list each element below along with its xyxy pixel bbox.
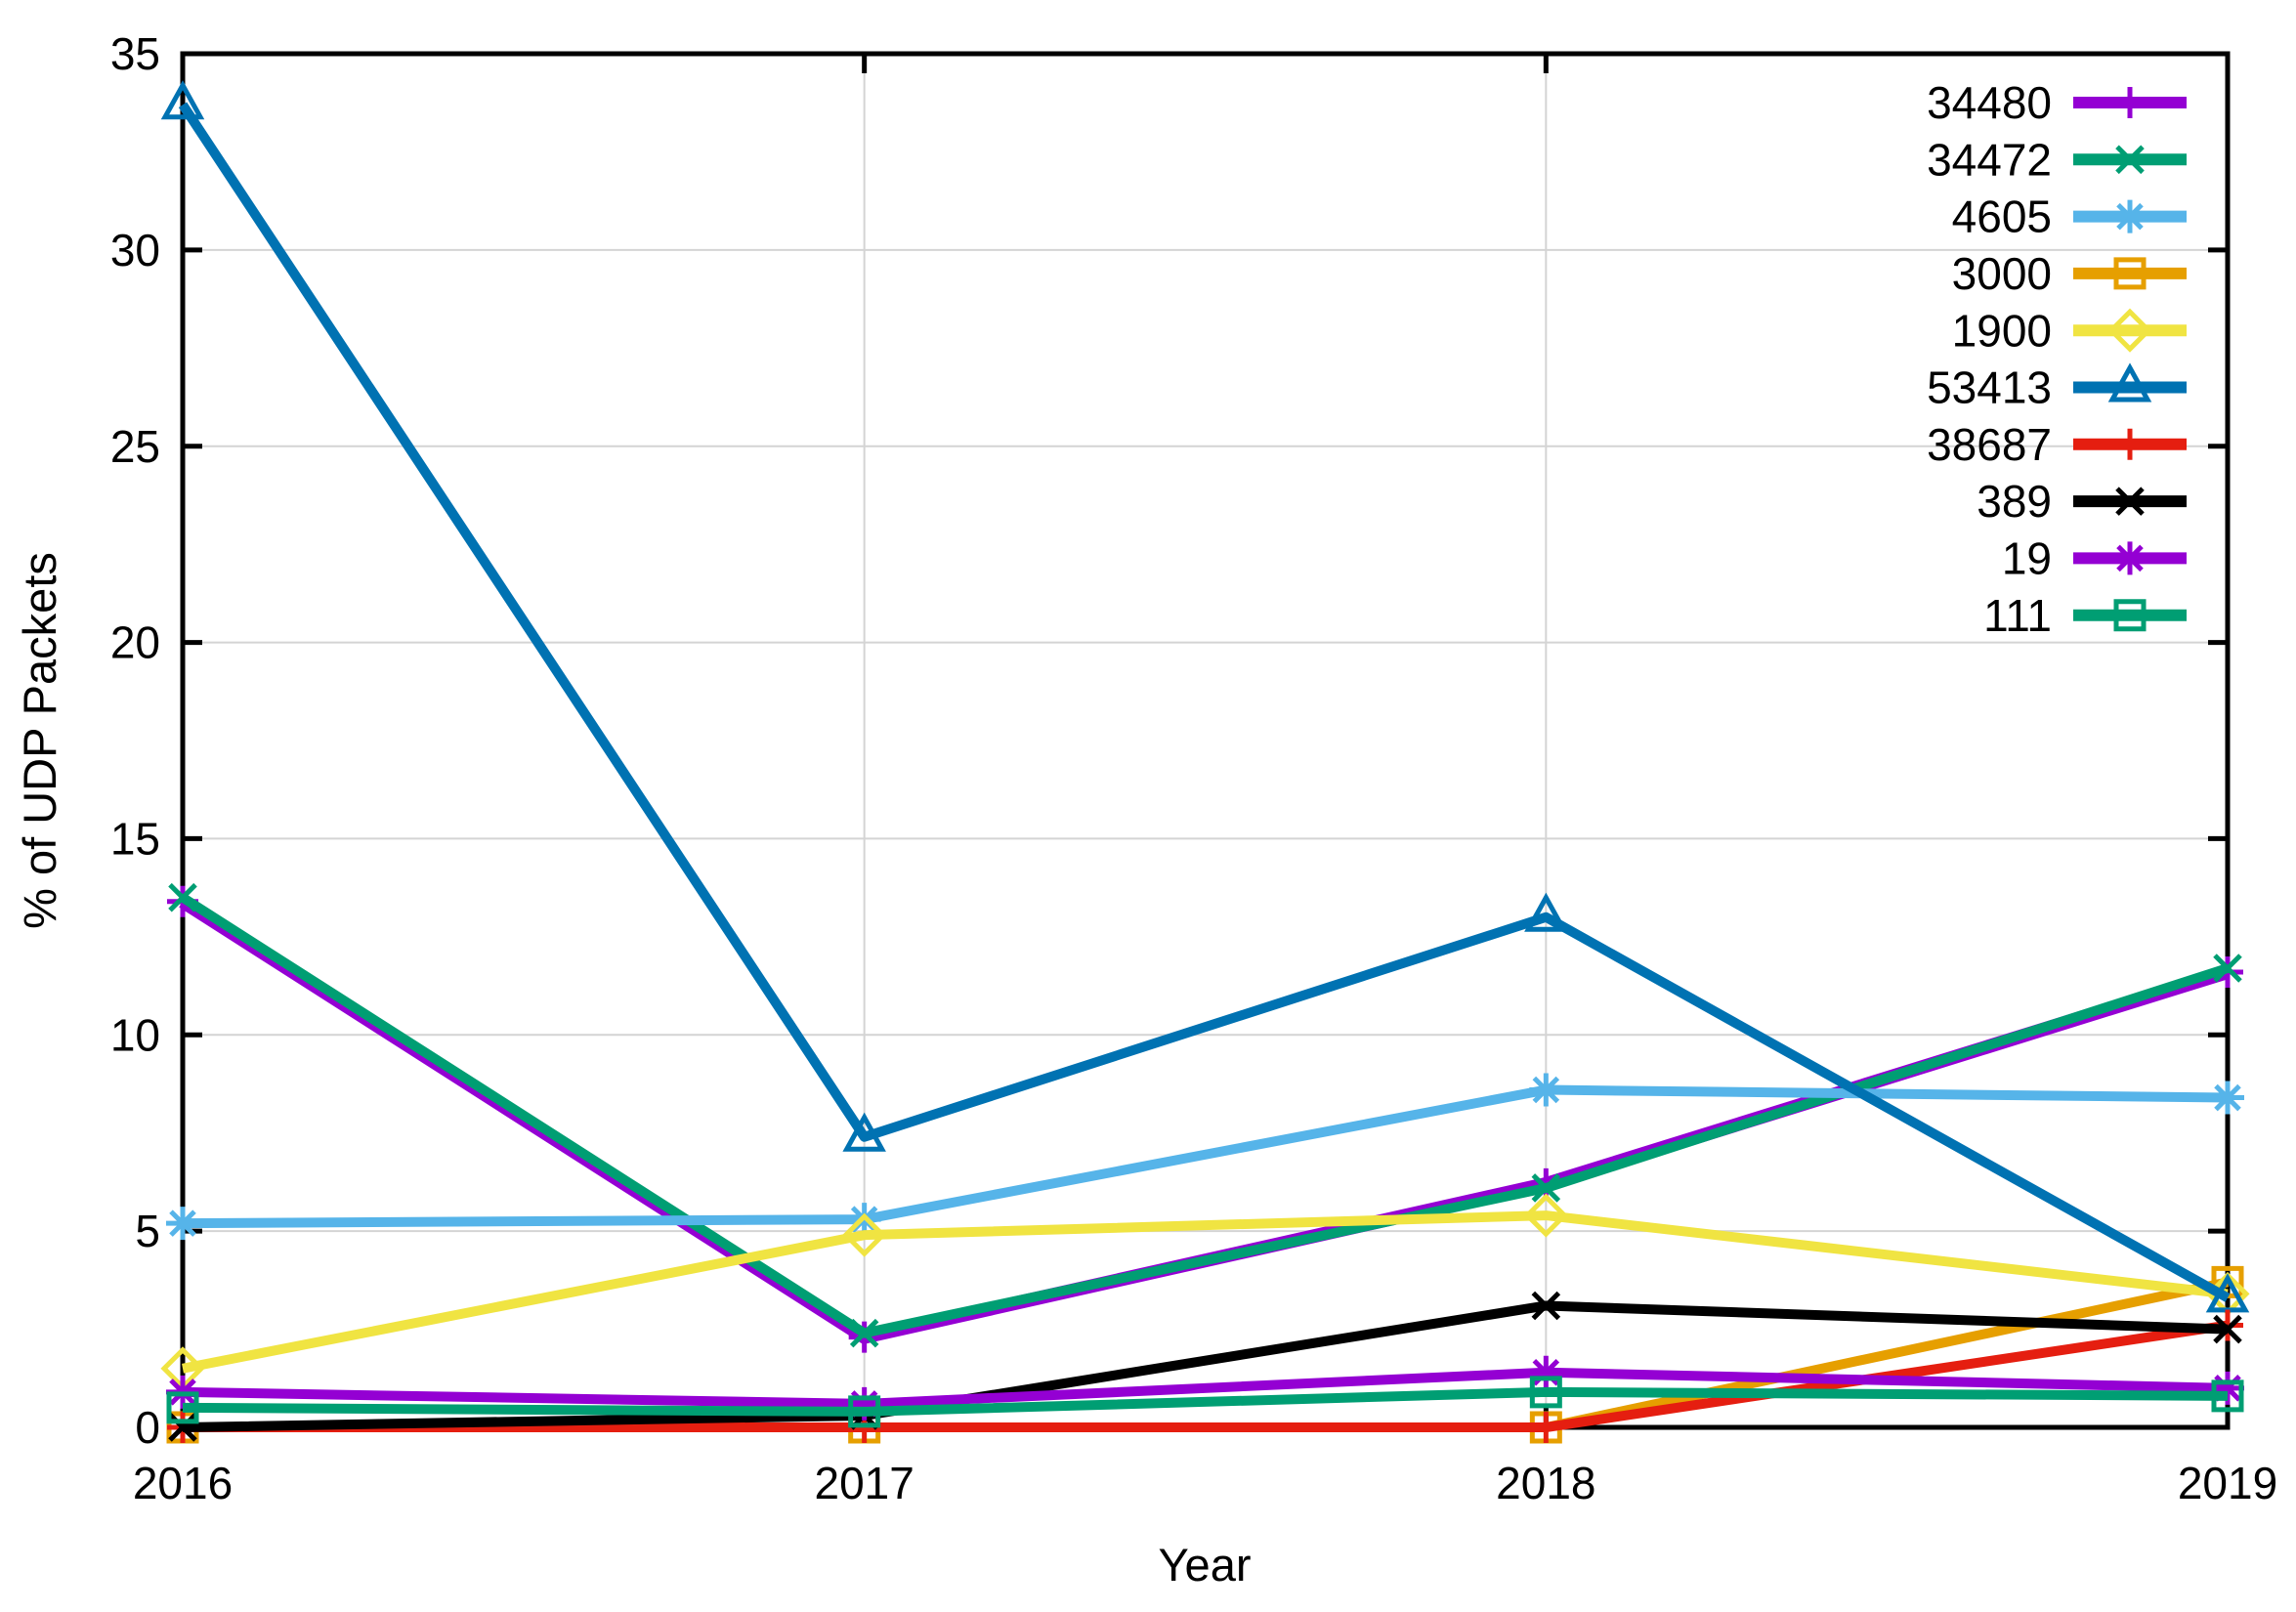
x-tick-label: 2019 xyxy=(2178,1458,2277,1508)
legend-label-34472: 34472 xyxy=(1927,134,2052,185)
series-marker-34472 xyxy=(168,882,197,912)
series-line-19 xyxy=(182,1367,2229,1409)
series-marker-34472 xyxy=(2213,954,2242,983)
legend-item-53413: 53413 xyxy=(1927,362,2187,413)
chart-generated-root: 0 5 10 15 20 25 30 35 2016 2017 2018 2019 34480 34472… xyxy=(110,28,2277,1508)
series-111 xyxy=(166,1376,2244,1428)
legend-item-111: 111 xyxy=(1983,590,2187,641)
series-53413 xyxy=(160,80,2250,1313)
series-marker-4605 xyxy=(166,1207,199,1241)
series-389 xyxy=(168,1291,2242,1442)
legend-item-3000: 3000 xyxy=(1952,248,2187,299)
series-marker-111 xyxy=(848,1395,881,1428)
series-marker-111 xyxy=(166,1391,199,1424)
series-marker-53413 xyxy=(1524,892,1568,932)
axes: 0 5 10 15 20 25 30 35 2016 2017 2018 2019 xyxy=(110,28,2277,1508)
series-34472 xyxy=(168,882,2242,1348)
legend: 34480 34472 4605 3000 1900 53413 38687 389 19 111 xyxy=(1927,77,2187,641)
y-tick-label: 35 xyxy=(110,28,160,79)
legend-item-4605: 4605 xyxy=(1952,191,2187,242)
series-line-4605 xyxy=(182,1084,2229,1229)
legend-item-389: 389 xyxy=(1977,476,2187,527)
legend-label-19: 19 xyxy=(2002,533,2052,584)
series-marker-53413 xyxy=(842,1112,886,1152)
y-tick-label: 25 xyxy=(110,421,160,472)
series-marker-53413 xyxy=(160,80,205,120)
x-axis-title: Year xyxy=(1159,1539,1252,1591)
series-marker-1900 xyxy=(1523,1193,1568,1238)
x-tick-label: 2016 xyxy=(133,1458,233,1508)
y-tick-label: 20 xyxy=(110,617,160,668)
series-marker-389 xyxy=(1531,1291,1561,1321)
legend-marker-389 xyxy=(2115,487,2145,516)
legend-marker-34480 xyxy=(2114,87,2146,118)
legend-label-34480: 34480 xyxy=(1927,77,2052,128)
series-line-389 xyxy=(182,1300,2229,1432)
legend-marker-3000 xyxy=(2113,257,2147,290)
legend-marker-53413 xyxy=(2107,362,2152,403)
series-marker-19 xyxy=(2211,1371,2244,1405)
legend-label-111: 111 xyxy=(1983,590,2052,641)
legend-marker-34472 xyxy=(2115,145,2145,175)
series-line-34472 xyxy=(180,893,2230,1338)
x-tick-label: 2018 xyxy=(1496,1458,1595,1508)
series-marker-38687 xyxy=(1530,1412,1562,1443)
legend-label-53413: 53413 xyxy=(1927,362,2052,413)
series-line-53413 xyxy=(178,102,2231,1302)
legend-label-3000: 3000 xyxy=(1952,248,2052,299)
y-tick-label: 0 xyxy=(135,1402,160,1453)
series-group xyxy=(160,80,2250,1444)
series-marker-4605 xyxy=(2211,1081,2244,1115)
y-tick-label: 15 xyxy=(110,814,160,865)
legend-marker-111 xyxy=(2113,599,2147,632)
legend-item-34480: 34480 xyxy=(1927,77,2187,128)
legend-marker-1900 xyxy=(2107,308,2152,353)
legend-marker-4605 xyxy=(2113,199,2147,233)
legend-label-389: 389 xyxy=(1977,476,2052,527)
legend-item-19: 19 xyxy=(2002,533,2187,584)
series-line-34480 xyxy=(179,895,2231,1344)
series-marker-34472 xyxy=(1531,1173,1561,1203)
legend-item-1900: 1900 xyxy=(1952,305,2187,356)
series-line-111 xyxy=(182,1386,2229,1417)
y-tick-label: 10 xyxy=(110,1009,160,1060)
x-tick-label: 2017 xyxy=(814,1458,914,1508)
series-3000 xyxy=(166,1265,2244,1444)
legend-marker-19 xyxy=(2113,541,2147,575)
series-marker-111 xyxy=(1529,1376,1562,1409)
series-marker-1900 xyxy=(842,1212,887,1257)
series-34480 xyxy=(167,885,2243,1353)
series-marker-4605 xyxy=(1529,1073,1563,1107)
series-marker-34472 xyxy=(849,1318,879,1348)
y-tick-label: 30 xyxy=(110,225,160,276)
series-marker-19 xyxy=(847,1386,881,1421)
series-marker-3000 xyxy=(166,1411,199,1444)
legend-marker-38687 xyxy=(2114,428,2146,460)
legend-item-38687: 38687 xyxy=(1927,419,2187,470)
series-marker-19 xyxy=(1529,1355,1563,1389)
y-axis-title: % of UDP Packets xyxy=(14,552,65,929)
grid-lines xyxy=(183,54,2228,1427)
legend-label-38687: 38687 xyxy=(1927,419,2052,470)
series-line-1900 xyxy=(182,1210,2229,1374)
series-marker-389 xyxy=(168,1413,197,1442)
series-4605 xyxy=(166,1073,2244,1241)
series-marker-111 xyxy=(2211,1379,2244,1413)
legend-label-4605: 4605 xyxy=(1952,191,2052,242)
series-marker-389 xyxy=(2213,1314,2242,1344)
legend-label-1900: 1900 xyxy=(1952,305,2052,356)
y-tick-label: 5 xyxy=(135,1206,160,1256)
legend-item-34472: 34472 xyxy=(1927,134,2187,185)
